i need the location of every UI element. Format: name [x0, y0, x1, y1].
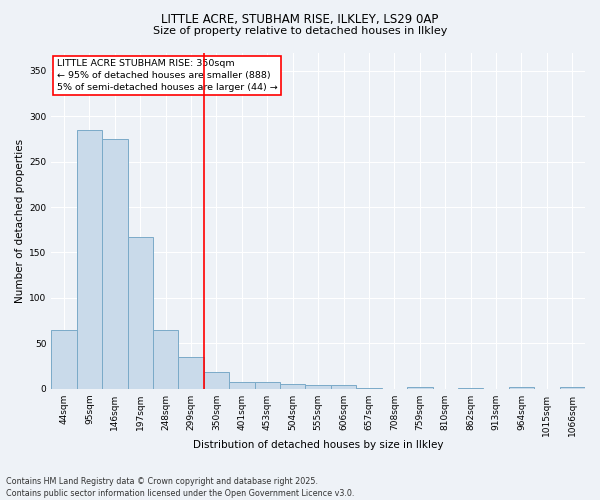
Bar: [356, 388, 382, 389]
Bar: [305, 385, 331, 389]
Bar: [229, 382, 254, 389]
Bar: [458, 388, 484, 389]
Bar: [128, 237, 153, 389]
Bar: [153, 330, 178, 389]
X-axis label: Distribution of detached houses by size in Ilkley: Distribution of detached houses by size …: [193, 440, 443, 450]
Bar: [280, 384, 305, 389]
Bar: [51, 330, 77, 389]
Bar: [407, 387, 433, 389]
Bar: [102, 139, 128, 389]
Bar: [560, 387, 585, 389]
Bar: [331, 385, 356, 389]
Bar: [77, 130, 102, 389]
Text: LITTLE ACRE STUBHAM RISE: 350sqm
← 95% of detached houses are smaller (888)
5% o: LITTLE ACRE STUBHAM RISE: 350sqm ← 95% o…: [56, 59, 277, 92]
Y-axis label: Number of detached properties: Number of detached properties: [15, 138, 25, 302]
Text: Contains HM Land Registry data © Crown copyright and database right 2025.
Contai: Contains HM Land Registry data © Crown c…: [6, 476, 355, 498]
Bar: [204, 372, 229, 389]
Text: Size of property relative to detached houses in Ilkley: Size of property relative to detached ho…: [153, 26, 447, 36]
Bar: [254, 382, 280, 389]
Text: LITTLE ACRE, STUBHAM RISE, ILKLEY, LS29 0AP: LITTLE ACRE, STUBHAM RISE, ILKLEY, LS29 …: [161, 12, 439, 26]
Bar: [178, 357, 204, 389]
Bar: [509, 387, 534, 389]
